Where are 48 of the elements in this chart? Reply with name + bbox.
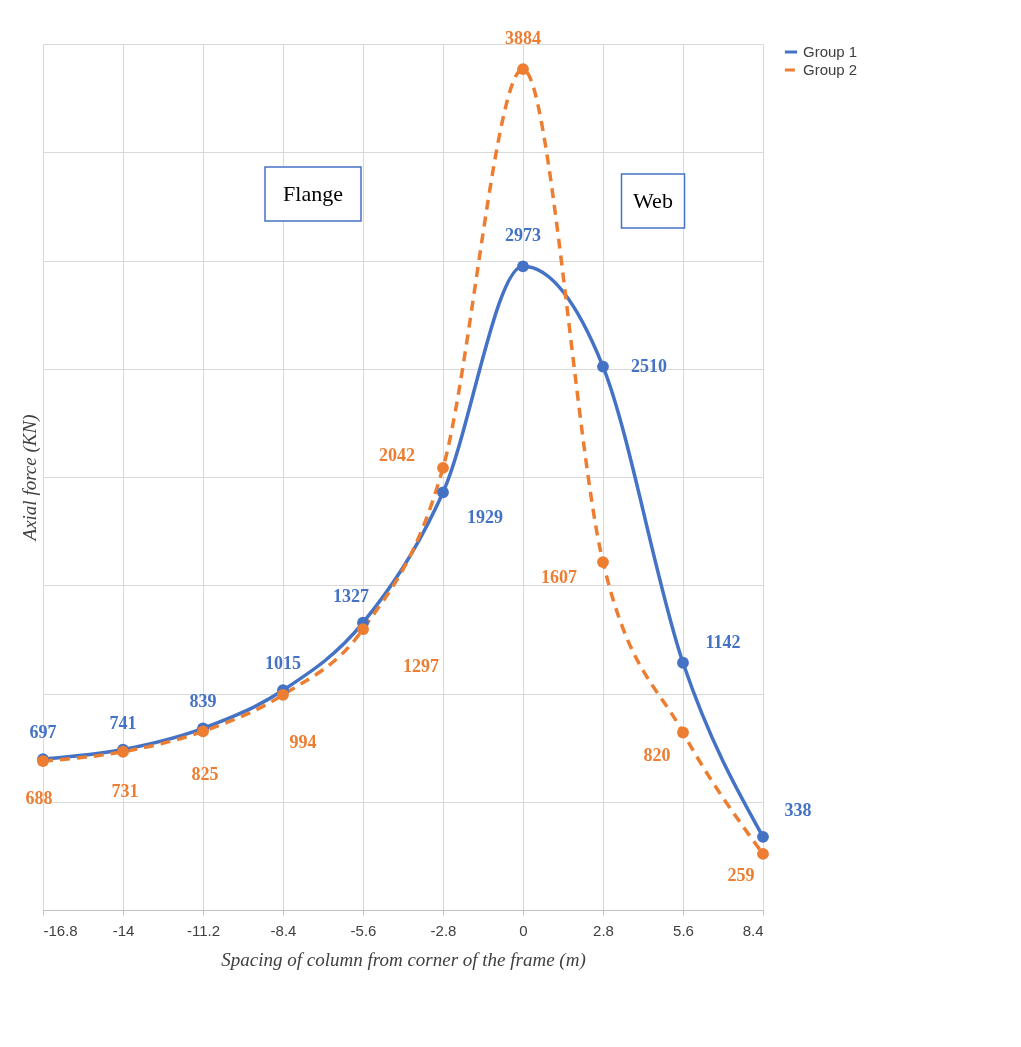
data-label: 741 — [109, 712, 137, 733]
annotation: Web — [633, 188, 673, 213]
point — [437, 486, 449, 499]
point — [357, 623, 369, 636]
point — [277, 688, 289, 701]
point — [517, 63, 529, 76]
data-label: 1607 — [541, 567, 577, 588]
x-tick-label: -8.4 — [270, 921, 297, 939]
data-label: 338 — [784, 799, 812, 820]
data-label: 994 — [289, 731, 317, 752]
x-tick-label: -5.6 — [350, 921, 377, 939]
point — [437, 462, 449, 474]
x-tick-label: -2.8 — [430, 921, 457, 939]
x-tick-label: 8.4 — [742, 921, 764, 939]
point — [597, 360, 609, 373]
data-label: 688 — [25, 788, 53, 809]
x-tick-label: -16.8 — [43, 921, 78, 939]
x-tick-label: 5.6 — [673, 921, 694, 939]
data-label: 1327 — [333, 585, 369, 606]
point — [597, 556, 609, 568]
point — [517, 260, 529, 273]
x-tick-label: 0 — [519, 921, 528, 939]
point — [757, 848, 769, 860]
data-label: 697 — [29, 722, 57, 743]
data-label: 3884 — [505, 28, 541, 49]
data-label: 1142 — [705, 631, 741, 652]
annotation: Flange — [283, 181, 343, 206]
data-label: 820 — [643, 745, 671, 766]
data-label: 2510 — [631, 355, 667, 376]
legend-label: Group 1 — [803, 43, 858, 60]
y-axis-title: Axial force (KN) — [18, 414, 41, 543]
data-label: 731 — [111, 780, 139, 801]
data-label: 1929 — [467, 507, 503, 528]
x-tick-label: -11.2 — [186, 921, 221, 939]
data-label: 1015 — [265, 653, 301, 674]
x-tick-label: 2.8 — [593, 921, 614, 939]
x-axis-title: Spacing of column from corner of the frame (m) — [221, 948, 586, 971]
data-label: 2042 — [379, 444, 415, 465]
x-tick-label: -14 — [112, 921, 135, 939]
point — [757, 830, 769, 843]
data-label: 839 — [189, 691, 217, 712]
data-label: 1297 — [403, 656, 439, 677]
legend-label: Group 2 — [803, 61, 858, 78]
point — [677, 656, 689, 669]
data-label: 825 — [191, 764, 219, 785]
data-label: 2973 — [505, 225, 541, 246]
point — [677, 726, 689, 739]
data-label: 259 — [727, 864, 755, 885]
